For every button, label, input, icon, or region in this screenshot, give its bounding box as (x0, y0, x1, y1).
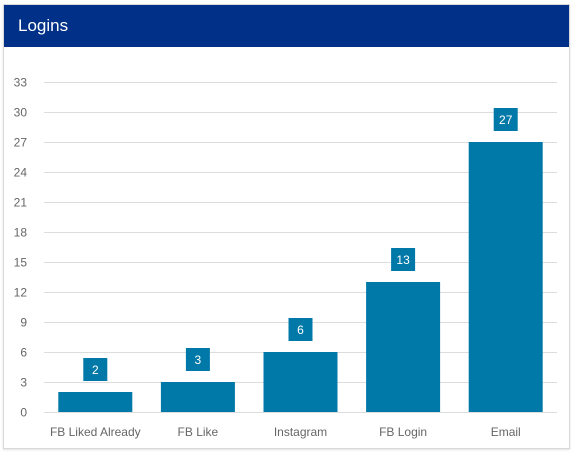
data-label: 3 (195, 353, 202, 367)
panel-header: Logins (4, 5, 569, 47)
y-tick-label: 12 (14, 286, 28, 300)
bar (468, 142, 543, 412)
y-tick-label: 0 (20, 406, 27, 420)
y-tick-label: 3 (20, 376, 27, 390)
y-axis-ticks: 0 3 6 9 12 15 18 21 24 27 30 33 (14, 76, 28, 420)
chart-panel: Logins 0 3 6 9 12 15 18 21 24 27 30 33 FB Liked Alr… (3, 4, 570, 449)
bar (366, 282, 441, 412)
bar (58, 392, 133, 412)
x-tick-label: FB Login (379, 425, 427, 439)
y-tick-label: 21 (14, 196, 28, 210)
x-axis-ticks: FB Liked Already FB Like Instagram FB Login… (50, 425, 521, 439)
bars (58, 142, 543, 412)
y-tick-label: 27 (14, 136, 28, 150)
data-label-box (493, 108, 518, 131)
bar (160, 382, 235, 412)
x-tick-label: Email (491, 425, 521, 439)
y-tick-label: 30 (14, 106, 28, 120)
data-label: 27 (499, 113, 513, 127)
data-label: 6 (297, 323, 304, 337)
y-tick-label: 15 (14, 256, 28, 270)
data-label-box (391, 248, 416, 271)
data-label-box (185, 348, 210, 371)
y-tick-label: 6 (20, 346, 27, 360)
y-tick-label: 18 (14, 226, 28, 240)
y-tick-label: 24 (14, 166, 28, 180)
x-tick-label: FB Like (178, 425, 219, 439)
data-label: 2 (92, 363, 99, 377)
chart-area: 0 3 6 9 12 15 18 21 24 27 30 33 FB Liked Already FB … (4, 47, 569, 448)
y-tick-label: 9 (20, 316, 27, 330)
panel-title: Logins (18, 16, 69, 35)
y-tick-label: 33 (14, 76, 28, 90)
x-tick-label: FB Liked Already (50, 425, 141, 439)
data-label-box (83, 358, 108, 381)
data-label: 13 (396, 253, 410, 267)
bar (263, 352, 338, 412)
data-label-box (288, 318, 313, 341)
x-tick-label: Instagram (274, 425, 327, 439)
data-labels: 2 3 6 13 27 (83, 108, 518, 381)
